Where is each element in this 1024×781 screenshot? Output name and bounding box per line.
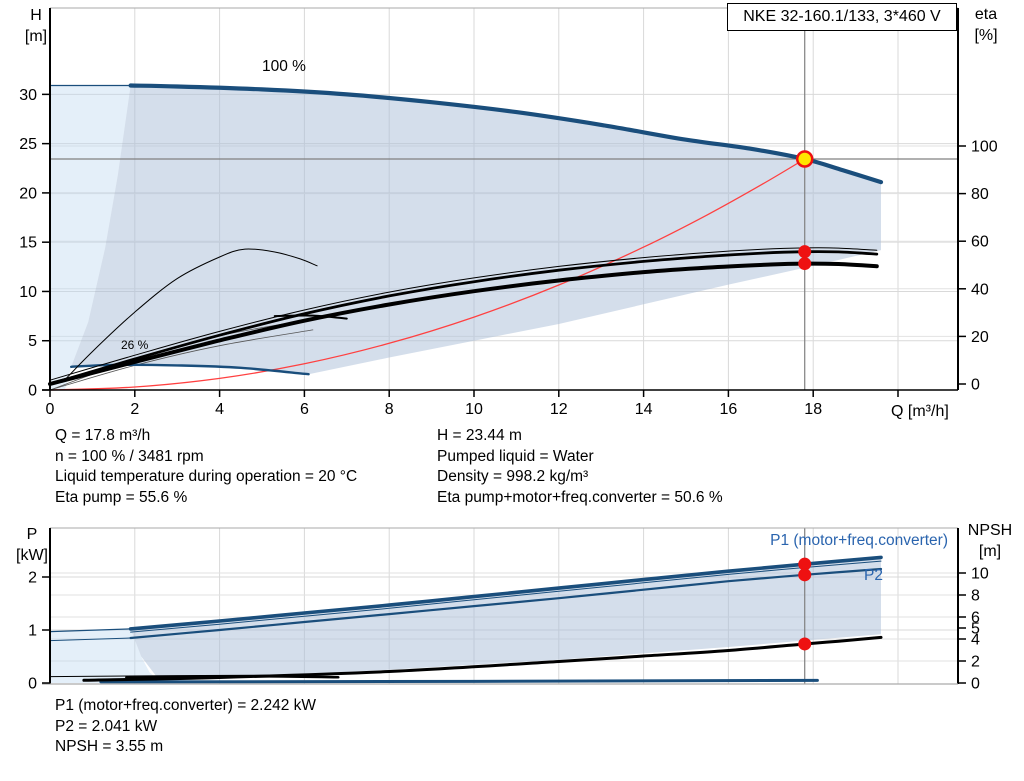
p1-curve xyxy=(128,555,883,631)
duty-info-right: H = 23.44 m Pumped liquid = Water Densit… xyxy=(437,426,723,508)
p-axis-name: P xyxy=(26,526,38,543)
eta-pump-point xyxy=(798,245,812,259)
duty-info-left: Q = 17.8 m³/h n = 100 % / 3481 rpm Liqui… xyxy=(55,426,357,508)
x-tick-label: 18 xyxy=(804,401,822,418)
x-tick-label: 8 xyxy=(385,401,394,418)
p2-curve xyxy=(129,567,883,640)
y2-tick-label: 8 xyxy=(971,588,980,605)
y-tick-label: 0 xyxy=(28,383,37,400)
info-liquid-temp: Liquid temperature during operation = 20… xyxy=(55,468,358,485)
eta-part-speed-arc xyxy=(62,248,318,383)
y2-tick-label: 4 xyxy=(971,632,980,649)
y2-tick-label: 20 xyxy=(971,329,989,346)
info-density: Density = 998.2 kg/m³ xyxy=(437,468,589,485)
y2-tick-label: 10 xyxy=(971,566,989,583)
eta-axis-unit: [%] xyxy=(974,27,998,44)
y2-tick-label: 5 xyxy=(971,621,980,638)
y-tick-label: 1 xyxy=(28,623,37,640)
y-tick-label: 5 xyxy=(28,333,37,350)
x-tick-label: 16 xyxy=(720,401,738,418)
y2-tick-label: 2 xyxy=(971,654,980,671)
npsh-axis-name: NPSH xyxy=(967,522,1013,539)
h-axis-name: H xyxy=(30,7,42,24)
speed-100pct-label: 100 % xyxy=(262,58,306,75)
allowed-speed-envelope xyxy=(71,85,881,375)
speed-min-label: 26 % xyxy=(121,338,149,352)
x-tick-label: 12 xyxy=(550,401,568,418)
x-tick-label: 10 xyxy=(465,401,483,418)
p1-point xyxy=(798,557,812,571)
x-tick-label: 2 xyxy=(130,401,139,418)
info-eta-pump: Eta pump = 55.6 % xyxy=(55,488,188,506)
npsh-point xyxy=(798,637,812,651)
p1-extension xyxy=(49,628,132,633)
low-flow-region xyxy=(50,85,131,390)
y-tick-label: 2 xyxy=(28,570,37,587)
q-axis-title: Q [m³/h] xyxy=(891,403,949,420)
info-h: H = 23.44 m xyxy=(437,427,522,444)
y-tick-label: 20 xyxy=(19,185,37,202)
x-tick-label: 0 xyxy=(46,401,55,418)
y2-tick-label: 60 xyxy=(971,234,989,251)
eta-axis-title: eta [%] xyxy=(964,4,1008,46)
power-envelope xyxy=(130,557,882,682)
chart-title: NKE 32-160.1/133, 3*460 V xyxy=(727,3,957,31)
eta-min-speed-stub xyxy=(273,314,348,320)
fan-line-2 xyxy=(49,329,314,391)
info-pumped-liquid: Pumped liquid = Water xyxy=(437,447,594,465)
result-p1: P1 (motor+freq.converter) = 2.242 kW xyxy=(55,697,317,714)
p-min-speed-curve xyxy=(99,678,819,684)
result-p2: P2 = 2.041 kW xyxy=(55,717,158,735)
p-axis-unit: [kW] xyxy=(16,547,48,564)
head-capacity-chart xyxy=(42,7,966,397)
npsh-axis-unit: [m] xyxy=(978,543,1002,560)
p-axis-title: P [kW] xyxy=(8,524,56,566)
operating-point-marker[interactable] xyxy=(795,150,814,168)
y2-tick-label: 100 xyxy=(971,139,998,156)
result-block: P1 (motor+freq.converter) = 2.242 kW P2 … xyxy=(55,696,316,758)
y-tick-label: 0 xyxy=(28,676,37,693)
y-tick-label: 10 xyxy=(19,284,37,301)
y2-tick-label: 0 xyxy=(971,676,980,693)
low-flow-region xyxy=(50,628,161,683)
y2-tick-label: 0 xyxy=(971,377,980,394)
eta-total-point xyxy=(798,257,812,271)
eta-axis-name: eta xyxy=(974,6,998,23)
x-tick-label: 14 xyxy=(635,401,653,418)
p2-curve-label: P2 xyxy=(864,567,883,584)
p1-curve-label: P1 (motor+freq.converter) xyxy=(770,532,948,549)
x-tick-label: 6 xyxy=(300,401,309,418)
info-q: Q = 17.8 m³/h xyxy=(55,427,151,444)
y2-tick-label: 40 xyxy=(971,281,989,298)
y-tick-label: 15 xyxy=(19,235,37,252)
y2-tick-label: 6 xyxy=(971,610,980,627)
result-npsh: NPSH = 3.55 m xyxy=(55,738,164,755)
y-tick-label: 25 xyxy=(19,136,37,153)
p2-extension xyxy=(49,637,132,642)
p2-point xyxy=(798,568,812,582)
npsh-axis-title: NPSH [m] xyxy=(958,520,1022,562)
eta-curve-thin xyxy=(49,247,878,381)
info-eta-total: Eta pump+motor+freq.converter = 50.6 % xyxy=(437,488,723,506)
h-axis-title: H [m] xyxy=(16,5,56,47)
power-npsh-chart xyxy=(42,527,966,685)
system-curve xyxy=(49,158,806,391)
x-tick-label: 4 xyxy=(215,401,224,418)
p1-companion-thin xyxy=(130,560,882,633)
y2-tick-label: 80 xyxy=(971,186,989,203)
y-tick-label: 30 xyxy=(19,87,37,104)
info-speed: n = 100 % / 3481 rpm xyxy=(55,447,204,465)
npsh-curve xyxy=(82,635,883,682)
h-axis-unit: [m] xyxy=(24,28,48,45)
